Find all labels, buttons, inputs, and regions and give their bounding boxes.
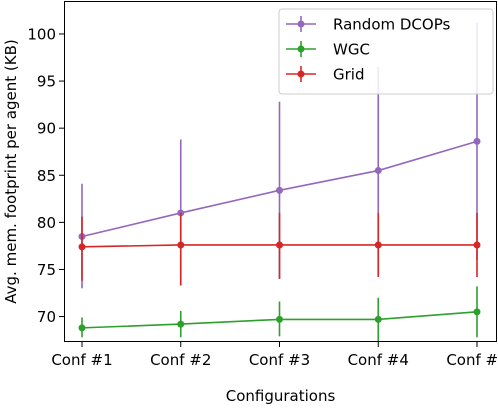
legend: Random DCOPs WGC Grid: [278, 8, 494, 95]
y-tick-label: 75: [37, 261, 56, 279]
series-group: [78, 286, 481, 342]
legend-box: [278, 8, 494, 95]
legend-item: WGC: [286, 41, 370, 59]
x-tick-label: Conf #1: [51, 351, 112, 369]
data-point: [473, 241, 481, 249]
data-point: [276, 315, 283, 323]
legend-label: Grid: [333, 66, 364, 84]
legend-label: WGC: [333, 41, 370, 59]
data-point: [276, 186, 283, 194]
data-point: [374, 315, 382, 323]
legend-item: Random DCOPs: [286, 16, 450, 34]
data-point: [177, 320, 185, 328]
x-tick-label: Conf #5: [446, 351, 498, 369]
legend-marker-swatch: [297, 70, 305, 78]
data-point: [276, 241, 283, 249]
legend-item: Grid: [286, 66, 364, 84]
legend-marker-swatch: [297, 45, 305, 53]
marks-layer: [78, 22, 481, 342]
data-point: [473, 308, 481, 316]
y-tick-label: 100: [27, 25, 56, 43]
data-point: [374, 241, 382, 249]
plot-frame: [64, 1, 497, 342]
axes-layer: 70 75 80 85 90 95 100 Conf #1 Conf #2 Conf #3 Conf…: [27, 25, 498, 369]
y-tick-label: 80: [37, 214, 56, 232]
x-tick-label: Conf #3: [249, 351, 310, 369]
y-tick-label: 90: [37, 120, 56, 138]
legend-label: Random DCOPs: [333, 16, 450, 34]
data-point: [177, 241, 185, 249]
data-point: [374, 167, 382, 175]
data-point: [78, 243, 86, 251]
series-group: [78, 212, 481, 286]
legend-items: Random DCOPs WGC Grid: [286, 16, 450, 84]
y-axis-label: Avg. mem. footprint per agent (KB): [2, 39, 20, 303]
x-tick-label: Conf #4: [348, 351, 409, 369]
x-tick-label: Conf #2: [150, 351, 211, 369]
data-point: [473, 137, 481, 145]
y-tick-label: 95: [37, 73, 56, 91]
data-point: [78, 324, 86, 332]
y-tick-label: 70: [37, 308, 56, 326]
x-axis-label: Configurations: [226, 387, 336, 405]
y-tick-label: 85: [37, 167, 56, 185]
legend-marker-swatch: [297, 20, 305, 28]
